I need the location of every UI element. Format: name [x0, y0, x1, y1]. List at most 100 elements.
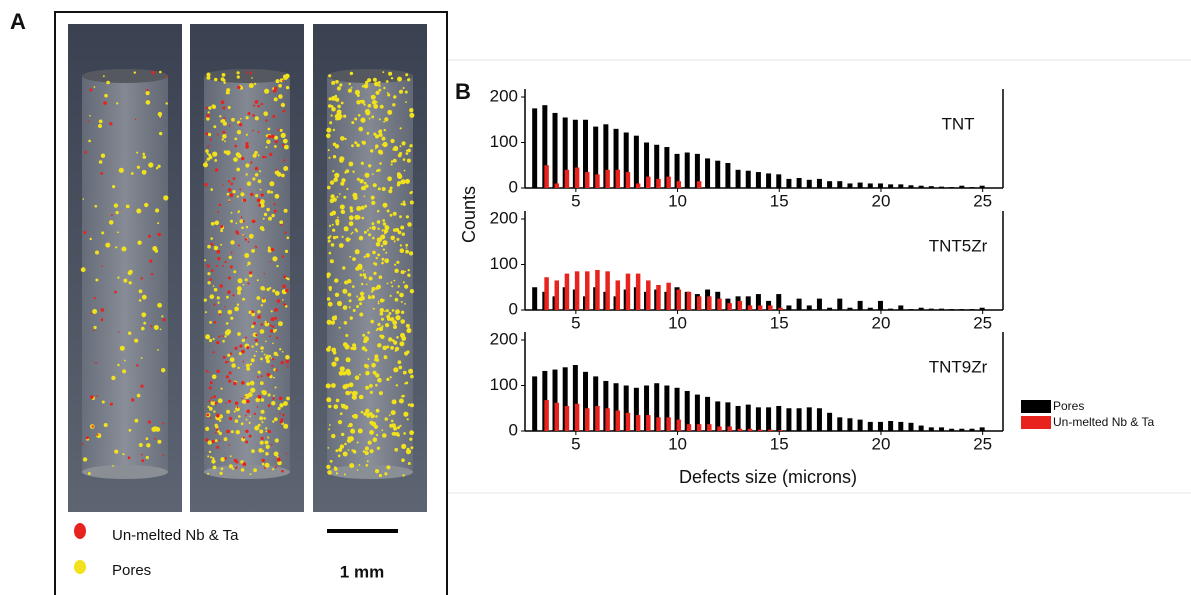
unmelted-particle — [219, 313, 221, 315]
pore — [339, 371, 344, 376]
bar — [626, 413, 631, 431]
x-tick-label: 15 — [770, 191, 789, 210]
pore — [370, 149, 373, 152]
pore — [362, 141, 365, 144]
pore — [251, 249, 255, 253]
unmelted-particle — [241, 157, 244, 160]
unmelted-particle — [284, 232, 286, 234]
unmelted-particle — [216, 341, 219, 344]
pore — [204, 259, 206, 261]
pore — [146, 100, 151, 105]
unmelted-particle — [141, 277, 143, 279]
pore — [267, 437, 269, 439]
pore — [218, 310, 222, 314]
unmelted-particle — [257, 105, 260, 108]
unmelted-particle — [136, 364, 138, 366]
pore — [264, 354, 266, 356]
pore — [90, 238, 92, 240]
pore — [215, 221, 220, 226]
bar — [758, 305, 763, 310]
pore — [334, 95, 337, 98]
pore — [251, 358, 255, 362]
pore — [376, 257, 378, 259]
pore — [333, 129, 335, 131]
pore — [384, 472, 387, 475]
pore — [408, 462, 411, 465]
pore — [246, 419, 248, 421]
pore — [407, 149, 411, 153]
pore — [275, 194, 280, 199]
pore — [349, 221, 354, 226]
page: A B Un-melted Nb & Ta Pores 1 mm 0100200… — [0, 0, 1191, 595]
pore — [220, 472, 223, 475]
pore — [217, 302, 219, 304]
pore — [273, 329, 276, 332]
pore — [238, 210, 240, 212]
pore — [98, 124, 102, 128]
unmelted-particle — [242, 462, 246, 466]
pore — [342, 289, 347, 294]
unmelted-particle — [233, 177, 236, 180]
pore — [380, 235, 385, 240]
unmelted-particle — [210, 138, 212, 140]
unmelted-particle — [272, 326, 274, 328]
pore — [240, 192, 244, 196]
pore — [230, 455, 232, 457]
unmelted-particle — [218, 336, 220, 338]
pore — [340, 205, 345, 210]
pore — [259, 170, 261, 172]
pore — [380, 105, 384, 109]
unmelted-particle — [273, 89, 277, 93]
bar — [666, 283, 671, 310]
pore — [357, 469, 359, 471]
unmelted-particle — [101, 266, 103, 268]
bar — [646, 415, 651, 431]
unmelted-particle — [241, 381, 245, 385]
pore — [328, 149, 330, 151]
unmelted-particle — [267, 373, 271, 377]
pore — [332, 224, 334, 226]
unmelted-particle — [217, 250, 221, 254]
bar — [939, 427, 944, 431]
bar — [888, 309, 893, 310]
pore — [409, 192, 412, 195]
pore — [377, 343, 381, 347]
unmelted-particle — [92, 425, 94, 427]
pore — [398, 285, 400, 287]
pore — [383, 249, 385, 251]
pore — [397, 77, 402, 82]
pore — [95, 279, 98, 282]
pore — [374, 354, 378, 358]
bar — [878, 183, 883, 188]
unmelted-particle — [265, 119, 267, 121]
pore — [219, 115, 221, 117]
pore — [406, 328, 411, 333]
pore — [368, 441, 372, 445]
unmelted-particle — [232, 294, 234, 296]
unmelted-particle — [118, 331, 119, 332]
pore — [222, 134, 227, 139]
bar — [776, 174, 781, 188]
pore — [393, 325, 397, 329]
unmelted-particle — [131, 398, 134, 401]
unmelted-particle — [94, 297, 96, 299]
unmelted-particle — [275, 169, 277, 171]
unmelted-particle — [238, 244, 240, 246]
pore — [328, 240, 331, 243]
pore — [275, 387, 277, 389]
pore — [332, 211, 337, 216]
pore — [383, 203, 388, 208]
bar — [565, 274, 570, 310]
pore — [373, 437, 378, 442]
pore — [406, 324, 410, 328]
pore — [368, 164, 371, 167]
pore — [379, 133, 383, 137]
pore — [207, 281, 210, 284]
pore — [114, 450, 118, 454]
pore — [409, 108, 413, 112]
unmelted-particle — [245, 71, 247, 73]
pore — [241, 422, 244, 425]
bar — [898, 422, 903, 431]
bar — [778, 308, 783, 310]
pore — [333, 236, 336, 239]
